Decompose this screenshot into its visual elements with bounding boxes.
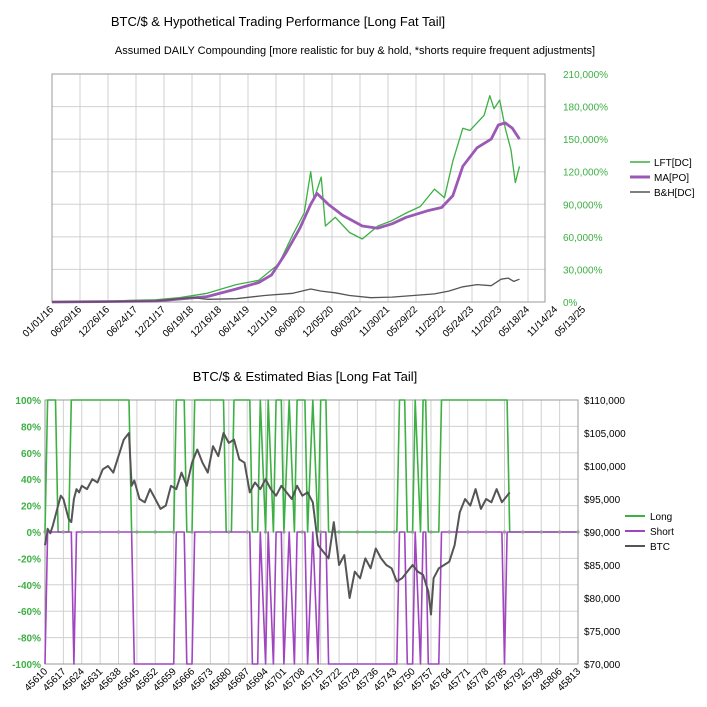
series-line-mapo (51, 121, 521, 304)
performance-chart: BTC/$ & Hypothetical Trading Performance… (21, 14, 695, 340)
zero-marker (319, 530, 323, 534)
legend-label: LFT[DC] (654, 158, 692, 169)
y-tick-label: 180,000% (563, 103, 608, 114)
legend-label: BTC (650, 542, 670, 553)
series-line-long (44, 399, 578, 533)
zero-marker (558, 530, 562, 534)
y-left-tick-label: 20% (21, 502, 41, 513)
y-tick-label: 210,000% (563, 70, 608, 81)
zero-marker (135, 530, 139, 534)
y-left-tick-label: -80% (18, 634, 41, 645)
zero-marker (43, 530, 47, 534)
zero-marker (190, 530, 194, 534)
y-right-tick-label: $75,000 (584, 627, 621, 638)
zero-marker (80, 530, 84, 534)
y-left-tick-label: 40% (21, 475, 41, 486)
zero-marker (98, 530, 102, 534)
bias-x-ticks: 4561045617456244563145638456454565245659… (23, 666, 584, 694)
y-right-tick-label: $90,000 (584, 528, 621, 539)
performance-x-ticks: 01/01/1606/29/1612/26/1606/24/1712/21/17… (21, 304, 589, 340)
y-left-tick-label: -60% (18, 607, 41, 618)
performance-legend: LFT[DC] MA[PO] B&H[DC] (630, 158, 695, 199)
performance-series (51, 95, 521, 304)
bias-y-left-ticks: -100% -80% -60% -40% -20% 0% 20% 40% 60% 80% 100% (12, 396, 41, 671)
zero-marker (282, 530, 286, 534)
series-line-lftdc (51, 95, 521, 303)
y-tick-label: 30,000% (563, 265, 603, 276)
y-tick-label: 90,000% (563, 200, 603, 211)
y-tick-label: 60,000% (563, 233, 603, 244)
performance-chart-title: BTC/$ & Hypothetical Trading Performance… (111, 14, 445, 29)
y-right-tick-label: $95,000 (584, 495, 621, 506)
zero-marker (116, 530, 121, 534)
y-left-tick-label: 60% (21, 449, 41, 460)
y-left-tick-label: 100% (15, 396, 41, 407)
zero-marker (374, 530, 378, 534)
legend-label: Long (650, 512, 672, 523)
y-right-tick-label: $110,000 (584, 396, 625, 407)
performance-chart-subtitle: Assumed DAILY Compounding [more realisti… (115, 45, 595, 57)
zero-marker (355, 530, 360, 534)
zero-marker (172, 530, 176, 534)
x-tick-label: 05/13/25 (553, 304, 589, 340)
legend-label: MA[PO] (654, 173, 689, 184)
zero-marker (61, 530, 65, 534)
y-left-tick-label: -100% (12, 660, 41, 671)
zero-marker (429, 530, 433, 534)
y-right-tick-label: $85,000 (584, 561, 621, 572)
zero-marker (208, 530, 213, 534)
zero-marker (484, 530, 488, 534)
bias-chart: BTC/$ & Estimated Bias [Long Fat Tail] -… (12, 369, 674, 694)
bias-chart-title: BTC/$ & Estimated Bias [Long Fat Tail] (193, 369, 417, 384)
y-right-tick-label: $100,000 (584, 462, 626, 473)
legend-label: Short (650, 527, 674, 538)
series-line-bhdc (51, 277, 520, 303)
series-line-btc (44, 432, 511, 616)
zero-marker (502, 530, 507, 534)
zero-marker (337, 530, 341, 534)
zero-marker (466, 530, 470, 534)
zero-marker (227, 530, 231, 534)
y-left-tick-label: -20% (18, 554, 41, 565)
y-right-tick-label: $70,000 (584, 660, 621, 671)
y-tick-label: 0% (563, 298, 578, 309)
bias-y-right-ticks: $70,000 $75,000 $80,000 $85,000 $90,000 $95,0… (584, 396, 626, 671)
y-left-tick-label: -40% (18, 581, 41, 592)
performance-grid (51, 73, 545, 303)
y-right-tick-label: $105,000 (584, 429, 626, 440)
zero-marker (576, 530, 580, 534)
y-left-tick-label: 0% (27, 528, 42, 539)
zero-marker (447, 530, 451, 534)
zero-marker (300, 530, 304, 534)
y-tick-label: 150,000% (563, 135, 608, 146)
zero-marker (245, 530, 249, 534)
y-left-tick-label: 80% (21, 422, 41, 433)
series-line-short (44, 531, 578, 665)
zero-marker (153, 530, 157, 534)
bias-series (43, 399, 580, 665)
zero-marker (539, 530, 543, 534)
bias-legend: Long Short BTC (625, 512, 674, 553)
zero-marker (392, 530, 396, 534)
zero-marker (410, 530, 415, 534)
zero-marker (263, 530, 268, 534)
zero-marker (521, 530, 525, 534)
y-tick-label: 120,000% (563, 168, 608, 179)
performance-plot-frame (51, 73, 546, 303)
performance-y-ticks: 0% 30,000% 60,000% 90,000% 120,000% 150,000% 1… (563, 70, 608, 309)
legend-label: B&H[DC] (654, 188, 695, 199)
y-right-tick-label: $80,000 (584, 594, 621, 605)
